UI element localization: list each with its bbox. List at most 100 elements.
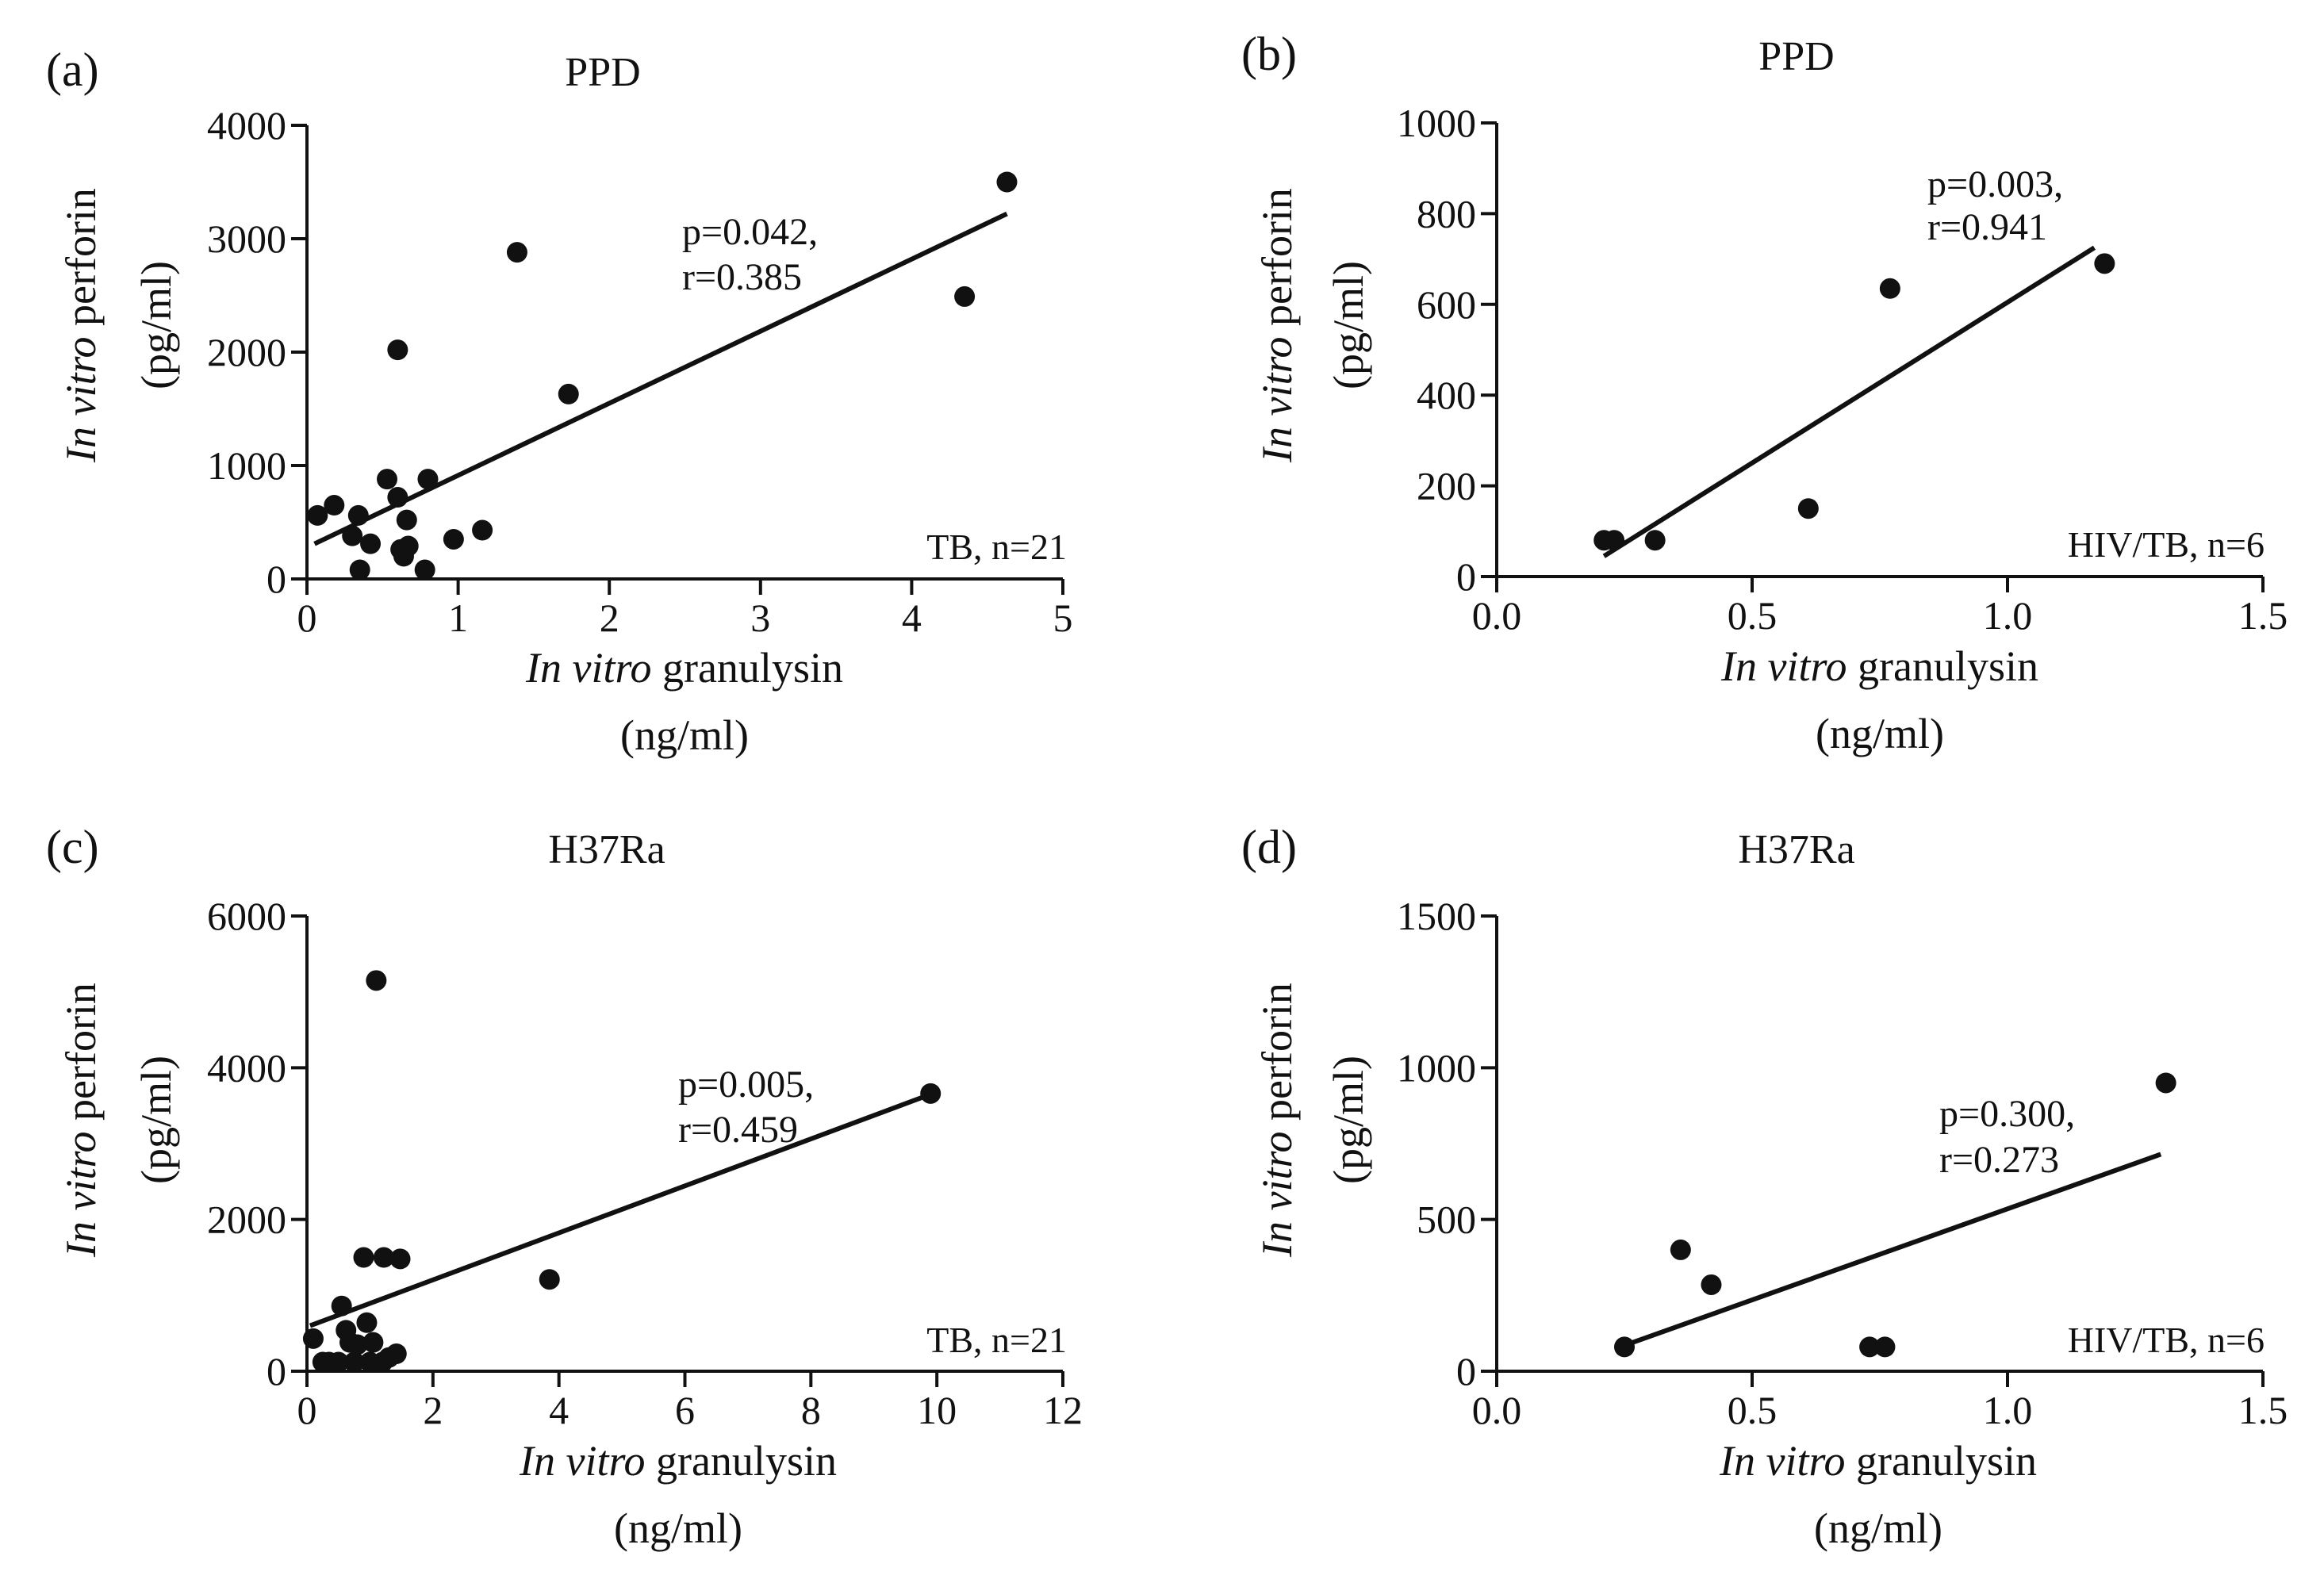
y-axis-title: In vitro perforin [1253,188,1301,463]
p-value-label: p=0.005, [678,1064,814,1106]
x-axis-title-rest: granulysin [645,1437,836,1485]
chart-title: PPD [1758,34,1834,79]
data-point [1797,498,1819,519]
x-tick-label: 1.0 [1983,593,2033,638]
y-axis-title: In vitro perforin [1253,983,1301,1258]
x-tick-label: 4 [549,1388,569,1432]
data-point [385,1343,407,1364]
x-tick-label: 1 [448,596,468,640]
data-point [1859,1336,1881,1358]
y-tick-label: 1000 [1397,1045,1476,1090]
data-point [362,1332,384,1353]
y-axis-title-italic: In vitro [57,336,105,462]
x-tick-label: 5 [1053,596,1073,640]
r-value-label: r=0.385 [682,256,802,298]
p-value-label: p=0.003, [1927,163,2063,205]
x-axis-title-rest: granulysin [1847,642,2038,690]
y-axis-title-rest: perforin [1253,983,1301,1131]
data-point [349,559,370,581]
p-value-label: p=0.042, [682,211,818,253]
data-point [387,339,408,361]
data-point [1874,1336,1896,1358]
data-point [387,487,408,508]
data-point [324,495,345,516]
y-axis-unit: (pg/ml) [1325,261,1372,389]
panel-letter: (a) [46,44,99,96]
data-point [539,1269,560,1290]
x-axis-unit: (ng/ml) [1816,710,1944,757]
r-value-label: r=0.273 [1939,1139,2059,1181]
x-tick-label: 0.0 [1472,1388,1522,1432]
data-point [373,1247,394,1268]
data-point [472,519,493,541]
data-point [443,528,464,550]
group-label: HIV/TB, n=6 [2068,1320,2265,1360]
group-label: TB, n=21 [926,527,1067,567]
data-point [1879,278,1900,299]
x-tick-label: 3 [750,596,770,640]
panel-letter: (d) [1241,821,1297,873]
regression-line [309,1092,932,1328]
x-tick-label: 0 [297,1388,317,1432]
x-axis-title-italic: In vitro [1720,642,1847,690]
data-point [377,469,398,490]
x-tick-label: 10 [917,1388,957,1432]
y-axis-title-rest: perforin [57,188,105,336]
x-tick-label: 12 [1043,1388,1083,1432]
chart-title: PPD [565,50,640,95]
x-axis-title: In vitro granulysin [525,644,843,692]
panel-d: (d) H37Ra 0 500 1000 1500 0.0 0.5 1.0 1.5 In vitro… [1241,821,2288,1552]
y-axis-title-rest: perforin [1253,188,1301,336]
y-axis-title-rest: perforin [57,983,105,1131]
x-tick-label: 0.5 [1728,1388,1778,1432]
regression-line [1623,1152,2162,1348]
p-value-label: p=0.300, [1939,1093,2075,1135]
data-point [558,383,579,404]
x-tick-label: 2 [423,1388,443,1432]
y-tick-label: 0 [1456,554,1476,599]
data-point [996,171,1018,193]
x-axis-unit: (ng/ml) [614,1504,742,1552]
y-axis-unit: (pg/ml) [132,261,180,389]
y-tick-label: 0 [267,557,286,601]
data-point [331,1295,352,1316]
data-point [397,535,419,557]
data-point [347,504,369,526]
y-tick-label: 200 [1417,464,1476,508]
panel-a: (a) PPD 0 1000 2000 3000 4000 0 1 2 3 4 5 In vitro gr… [46,44,1073,759]
data-point [1670,1239,1691,1260]
data-point [366,970,387,991]
y-tick-label: 1000 [1397,101,1476,145]
x-axis-title-rest: granulysin [651,644,842,692]
x-axis-title-italic: In vitro [519,1437,645,1485]
x-axis-title: In vitro granulysin [1719,1437,2037,1485]
r-value-label: r=0.459 [678,1109,798,1151]
y-tick-label: 500 [1417,1198,1476,1242]
chart-title: H37Ra [548,827,665,872]
regression-line [1602,245,2096,558]
y-tick-label: 600 [1417,282,1476,327]
x-tick-label: 1.5 [2238,593,2288,638]
y-tick-label: 6000 [207,894,286,938]
data-point [389,1248,411,1270]
y-axis-title: In vitro perforin [57,983,105,1258]
data-point [1701,1274,1722,1295]
panel-c: (c) H37Ra 0 2000 4000 6000 0 2 4 6 8 10 12 In vitro g… [46,821,1083,1552]
x-tick-label: 1.5 [2238,1388,2288,1432]
data-point [2094,253,2115,274]
data-point [302,1328,324,1349]
y-tick-label: 800 [1417,191,1476,236]
x-axis-title-italic: In vitro [1719,1437,1845,1485]
y-tick-label: 2000 [207,1198,286,1242]
data-point [347,1334,368,1355]
data-point [360,533,382,554]
x-tick-label: 1.0 [1983,1388,2033,1432]
panel-b: (b) PPD 0 200 400 600 800 1000 0.0 0.5 1.0 1.5 In vi… [1241,28,2288,757]
group-label: HIV/TB, n=6 [2068,524,2265,565]
y-tick-label: 0 [267,1349,286,1393]
y-axis-unit: (pg/ml) [132,1056,180,1184]
data-point [343,1351,365,1373]
x-axis-title: In vitro granulysin [1720,642,2038,690]
y-axis-unit: (pg/ml) [1325,1056,1372,1184]
